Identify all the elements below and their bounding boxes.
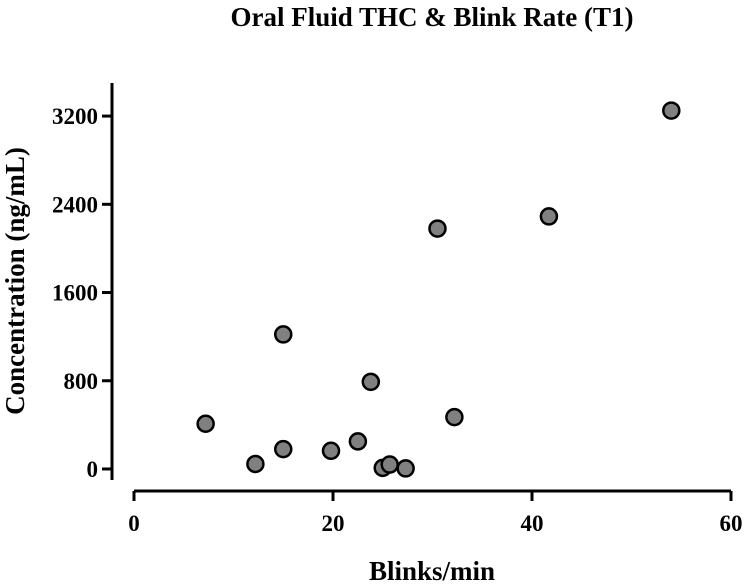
x-tick-label: 40 <box>521 511 544 536</box>
x-tick-label: 60 <box>720 511 743 536</box>
points-layer <box>196 101 681 478</box>
data-point <box>380 455 399 474</box>
y-tick-label: 0 <box>87 457 99 482</box>
x-tick-label: 0 <box>128 511 140 536</box>
chart-title: Oral Fluid THC & Blink Rate (T1) <box>230 2 633 32</box>
data-point <box>321 441 341 461</box>
data-point <box>361 372 381 392</box>
data-point <box>246 454 265 474</box>
y-axis-label: Concentration (ng/mL) <box>0 147 30 415</box>
data-point <box>662 101 681 120</box>
y-tick-label: 3200 <box>52 104 98 129</box>
data-point <box>445 407 464 427</box>
x-axis: 0 20 40 60 <box>128 489 743 536</box>
data-point <box>539 207 559 226</box>
x-axis-label: Blinks/min <box>369 556 495 586</box>
data-point <box>274 439 293 459</box>
y-tick-label: 800 <box>64 369 99 394</box>
y-axis: 0 800 1600 2400 3200 <box>52 83 114 482</box>
data-point <box>396 459 415 478</box>
y-tick-label: 2400 <box>52 192 98 217</box>
x-tick-label: 20 <box>322 511 345 536</box>
data-point <box>196 414 215 434</box>
y-tick-label: 1600 <box>52 281 98 306</box>
data-point <box>348 432 368 451</box>
data-point <box>428 219 447 238</box>
data-point <box>274 325 293 344</box>
